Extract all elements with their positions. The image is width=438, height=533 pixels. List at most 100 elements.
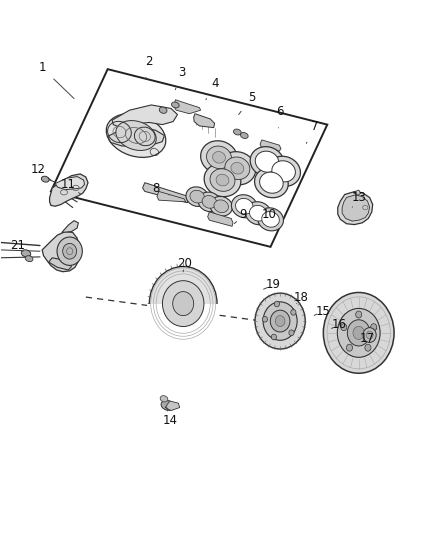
Polygon shape	[194, 114, 215, 128]
Ellipse shape	[245, 201, 271, 225]
Ellipse shape	[356, 311, 362, 318]
Ellipse shape	[255, 151, 279, 172]
Ellipse shape	[233, 129, 241, 135]
Ellipse shape	[276, 316, 285, 327]
Ellipse shape	[210, 169, 235, 191]
Ellipse shape	[254, 167, 288, 198]
Text: 18: 18	[293, 292, 308, 304]
Ellipse shape	[41, 176, 49, 182]
Ellipse shape	[341, 324, 347, 330]
Ellipse shape	[21, 250, 31, 257]
Ellipse shape	[255, 293, 305, 349]
Ellipse shape	[57, 237, 82, 265]
Ellipse shape	[201, 141, 237, 174]
Text: 6: 6	[276, 105, 284, 128]
Text: 10: 10	[258, 208, 277, 224]
Ellipse shape	[212, 151, 226, 163]
Ellipse shape	[260, 172, 283, 193]
Ellipse shape	[267, 156, 300, 187]
Ellipse shape	[219, 152, 256, 185]
Text: 2: 2	[145, 55, 153, 79]
Ellipse shape	[202, 196, 217, 208]
Polygon shape	[342, 195, 370, 221]
Ellipse shape	[291, 310, 296, 315]
Polygon shape	[143, 183, 188, 203]
Ellipse shape	[190, 190, 205, 203]
Text: 13: 13	[351, 191, 366, 207]
Ellipse shape	[347, 320, 370, 346]
Ellipse shape	[204, 164, 241, 197]
Polygon shape	[108, 127, 164, 147]
Ellipse shape	[162, 281, 204, 327]
Ellipse shape	[231, 163, 244, 174]
Ellipse shape	[371, 324, 377, 330]
Ellipse shape	[149, 266, 217, 341]
Ellipse shape	[106, 114, 166, 157]
Ellipse shape	[250, 147, 284, 177]
Ellipse shape	[173, 292, 194, 316]
Ellipse shape	[366, 331, 373, 339]
Ellipse shape	[214, 200, 229, 213]
Ellipse shape	[210, 197, 233, 216]
Text: 11: 11	[61, 178, 81, 194]
Polygon shape	[165, 401, 180, 410]
Ellipse shape	[206, 146, 232, 168]
Ellipse shape	[323, 293, 394, 373]
Text: 3: 3	[175, 66, 186, 90]
Polygon shape	[353, 190, 361, 195]
Text: 8: 8	[152, 182, 170, 195]
Text: 20: 20	[177, 256, 191, 272]
Ellipse shape	[363, 328, 376, 343]
Ellipse shape	[262, 212, 279, 227]
Polygon shape	[157, 191, 186, 202]
Polygon shape	[42, 231, 80, 272]
Ellipse shape	[198, 192, 221, 212]
Ellipse shape	[216, 174, 229, 186]
Text: 1: 1	[39, 61, 74, 99]
Text: 9: 9	[234, 208, 247, 224]
Polygon shape	[49, 174, 88, 206]
Polygon shape	[49, 258, 71, 270]
Text: 12: 12	[30, 163, 51, 180]
Polygon shape	[260, 140, 281, 151]
Ellipse shape	[225, 157, 250, 180]
Polygon shape	[147, 304, 219, 345]
Ellipse shape	[240, 133, 248, 139]
Ellipse shape	[231, 195, 257, 218]
Ellipse shape	[346, 344, 353, 351]
Ellipse shape	[263, 302, 297, 340]
Ellipse shape	[271, 334, 276, 340]
Ellipse shape	[337, 309, 380, 357]
Text: 16: 16	[332, 318, 346, 330]
Ellipse shape	[25, 256, 33, 262]
Polygon shape	[338, 191, 373, 224]
Polygon shape	[174, 100, 201, 114]
Ellipse shape	[353, 326, 364, 340]
Text: 7: 7	[306, 120, 319, 143]
Ellipse shape	[159, 107, 167, 114]
Ellipse shape	[160, 395, 168, 402]
Ellipse shape	[63, 244, 77, 259]
Ellipse shape	[274, 301, 279, 307]
Ellipse shape	[161, 400, 174, 410]
Ellipse shape	[289, 330, 294, 336]
Ellipse shape	[262, 317, 268, 322]
Ellipse shape	[172, 102, 179, 108]
Text: 14: 14	[162, 407, 177, 427]
Text: 4: 4	[206, 77, 219, 100]
Text: 19: 19	[264, 278, 281, 292]
Polygon shape	[55, 176, 85, 190]
Ellipse shape	[186, 187, 208, 206]
Text: 15: 15	[314, 304, 330, 318]
Polygon shape	[112, 105, 177, 128]
Ellipse shape	[270, 310, 290, 332]
Polygon shape	[208, 212, 233, 227]
Polygon shape	[62, 221, 78, 232]
Text: 21: 21	[10, 239, 25, 252]
Ellipse shape	[365, 344, 371, 351]
Ellipse shape	[272, 161, 295, 182]
Ellipse shape	[250, 205, 267, 221]
Ellipse shape	[258, 208, 283, 231]
Ellipse shape	[116, 120, 156, 150]
Text: 17: 17	[360, 328, 377, 345]
